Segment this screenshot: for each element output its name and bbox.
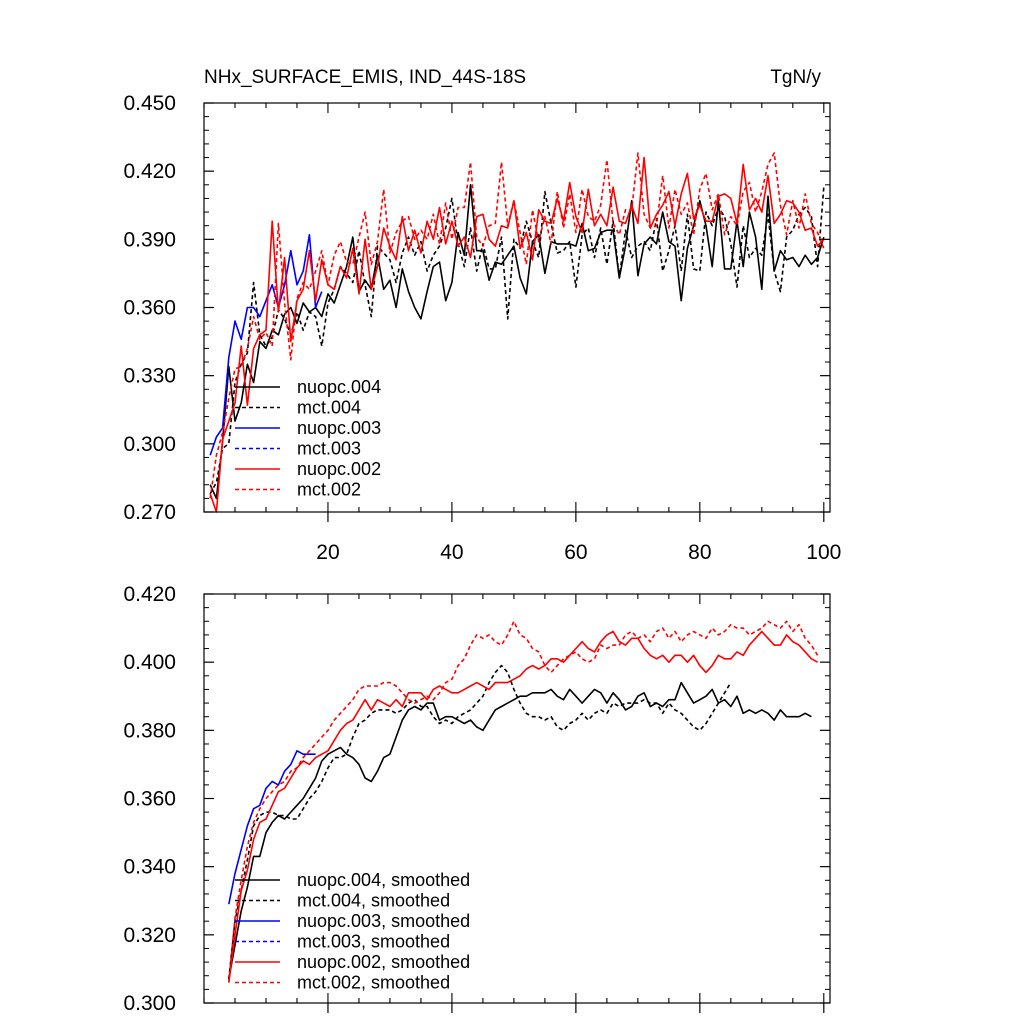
- y-tick-label: 0.330: [123, 365, 176, 388]
- raw-panel: 0.270 0.300 0.330 0.360 0.390 0.420 0.450 20 40 6…: [123, 92, 841, 564]
- series-line-5: [228, 620, 819, 983]
- legend-label-0: nuopc.004: [297, 377, 381, 397]
- y-tick-label: 0.300: [123, 433, 176, 456]
- x-tick-label: 40: [440, 541, 463, 564]
- series-line-4: [209, 156, 825, 513]
- legend-label-2: nuopc.003: [297, 418, 381, 438]
- y-tick-label: 0.380: [123, 719, 176, 742]
- units-label: TgN/y: [770, 67, 821, 88]
- y-tick-label: 0.270: [123, 501, 176, 524]
- legend-label-1: mct.004, smoothed: [297, 891, 450, 911]
- smoothed-panel: 0.300 0.320 0.340 0.360 0.380 0.400 0.420 nuopc…: [123, 583, 831, 1015]
- legend: nuopc.004mct.004nuopc.003mct.003nuopc.00…: [235, 377, 381, 500]
- series-line-5: [209, 152, 825, 499]
- legend-label-3: mct.003: [297, 439, 361, 459]
- legend-label-3: mct.003, smoothed: [297, 932, 450, 952]
- x-tick-label: 60: [564, 541, 587, 564]
- y-tick-label: 0.340: [123, 856, 176, 879]
- y-tick-label: 0.360: [123, 297, 176, 320]
- series-line-2: [209, 234, 323, 456]
- legend-label-4: nuopc.002: [297, 459, 381, 479]
- legend-label-0: nuopc.004, smoothed: [297, 870, 470, 890]
- y-tick-label: 0.360: [123, 788, 176, 811]
- series-lines: [228, 620, 819, 983]
- series-line-0: [228, 681, 812, 980]
- y-tick-label: 0.420: [123, 583, 176, 606]
- y-tick-label: 0.300: [123, 992, 176, 1015]
- series-lines: [209, 152, 825, 513]
- legend-label-1: mct.004: [297, 398, 361, 418]
- series-line-2: [228, 749, 316, 905]
- x-tick-label: 100: [806, 541, 841, 564]
- legend-label-5: mct.002: [297, 480, 361, 500]
- y-tick-label: 0.420: [123, 160, 176, 183]
- y-tick-label: 0.320: [123, 924, 176, 947]
- series-line-4: [228, 630, 818, 983]
- legend-label-2: nuopc.003, smoothed: [297, 911, 470, 931]
- series-line-0: [209, 184, 825, 500]
- x-tick-label: 20: [316, 541, 339, 564]
- series-line-1: [228, 664, 732, 980]
- x-tick-label: 80: [688, 541, 711, 564]
- legend-label-5: mct.002, smoothed: [297, 973, 450, 993]
- y-tick-label: 0.390: [123, 228, 176, 251]
- y-tick-label: 0.400: [123, 651, 176, 674]
- y-tick-label: 0.450: [123, 92, 176, 115]
- legend-label-4: nuopc.002, smoothed: [297, 952, 470, 972]
- chart-title: NHx_SURFACE_EMIS, IND_44S-18S: [204, 67, 526, 88]
